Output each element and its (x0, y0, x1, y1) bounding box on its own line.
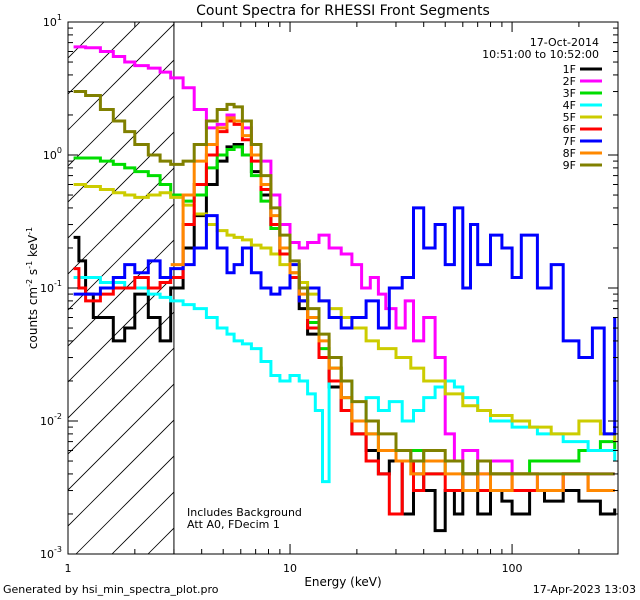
legend-label-4F: 4F (563, 99, 576, 112)
y-tick-label: 10-2 (40, 412, 62, 428)
x-tick-label: 100 (502, 562, 523, 575)
legend-label-9F: 9F (563, 159, 576, 172)
hatch-line (68, 419, 174, 527)
legend-label-6F: 6F (563, 123, 576, 136)
legend-label-2F: 2F (563, 75, 576, 88)
hatch-line (68, 59, 174, 167)
series-line-7F (73, 206, 617, 436)
legend-label-7F: 7F (563, 135, 576, 148)
hatch-line (68, 95, 174, 203)
hatch-line (68, 23, 174, 131)
x-tick-label: 1 (65, 562, 72, 575)
y-label-base: counts cm (26, 287, 40, 349)
x-tick-label: 10 (283, 562, 297, 575)
observation-date: 17-Oct-2014 (530, 36, 599, 49)
x-axis-label: Energy (keV) (304, 575, 381, 589)
hatch-line (68, 239, 174, 347)
series-group (73, 45, 617, 533)
chart-title: Count Spectra for RHESSI Front Segments (196, 3, 490, 19)
y-tick-label: 101 (43, 13, 62, 29)
legend-label-1F: 1F (563, 63, 576, 76)
legend-label-3F: 3F (563, 87, 576, 100)
time-range: 10:51:00 to 10:52:00 (482, 48, 599, 61)
y-axis: 10-3 10-2 10-1 100 101 (40, 13, 618, 561)
series-line-2F (73, 45, 615, 492)
series-line-9F (73, 90, 615, 476)
x-axis: 1 10 100 (65, 22, 619, 575)
generated-by-footer: Generated by hsi_min_spectra_plot.pro (3, 583, 219, 596)
y-label-exp-3: -1 (25, 227, 34, 235)
hatch-line (68, 203, 174, 311)
y-tick-label: 10-1 (40, 279, 62, 295)
y-label-unit: keV (26, 234, 40, 261)
y-tick-label: 10-3 (40, 545, 62, 561)
hatch-line (75, 455, 174, 554)
annotation-attenuator: Att A0, FDecim 1 (187, 518, 280, 531)
annotation-background: Includes Background (187, 506, 302, 519)
y-axis-label: counts cm-2 s-1 keV-1 (25, 227, 40, 349)
render-timestamp: 17-Apr-2023 13:03 (532, 583, 636, 596)
hatch-line (68, 383, 174, 491)
legend-label-5F: 5F (563, 111, 576, 124)
y-label-exp-2: -1 (25, 261, 34, 269)
y-label-exp-1: -2 (25, 279, 34, 287)
hatch-line (68, 275, 174, 383)
legend-label-8F: 8F (563, 147, 576, 160)
y-tick-label: 100 (43, 146, 62, 162)
y-label-mid: s (26, 269, 40, 279)
